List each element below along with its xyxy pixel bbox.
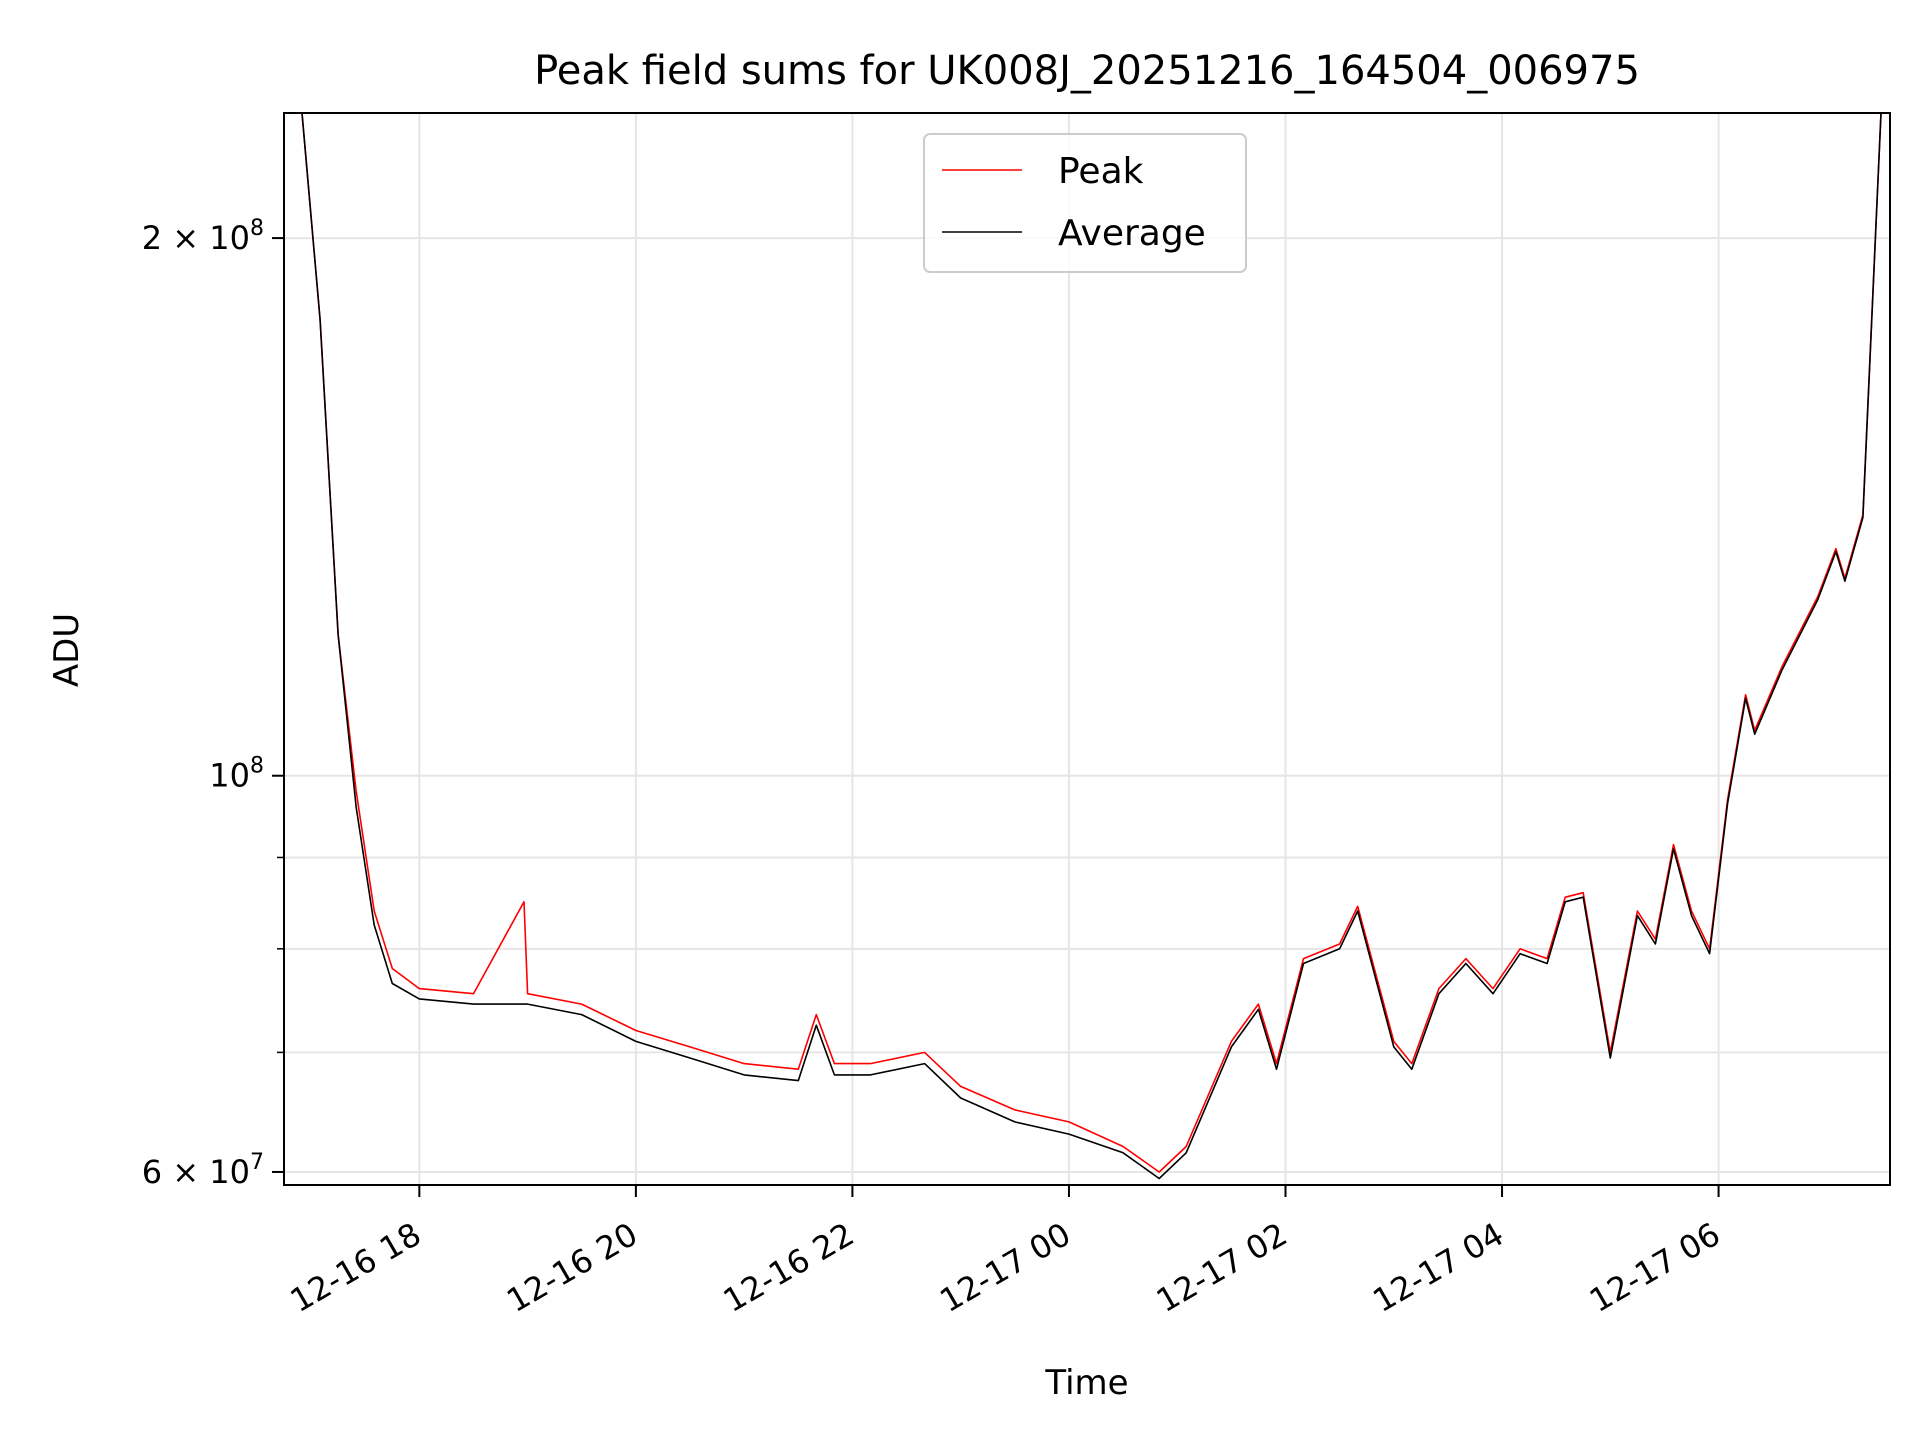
x-axis-label: Time <box>1044 1363 1128 1403</box>
axis-ticks: 12-16 18 12-16 20 12-16 22 12-17 00 12-17 02… <box>142 216 1727 1320</box>
x-tick-label: 12-16 18 <box>284 1215 428 1320</box>
legend: Peak Average <box>923 133 1247 273</box>
y-axis-label: ADU <box>47 613 87 687</box>
y-tick-label: 6 × 107 <box>142 1150 264 1191</box>
x-tick-label: 12-17 02 <box>1150 1215 1294 1320</box>
series-line-average <box>301 112 1882 1180</box>
x-tick-label: 12-17 00 <box>933 1215 1077 1320</box>
grid-lines <box>284 113 1890 1185</box>
chart-title: Peak field sums for UK008J_20251216_1645… <box>534 48 1640 94</box>
legend-label-average: Average <box>1058 213 1206 254</box>
x-tick-label: 12-16 20 <box>500 1215 644 1320</box>
plot-frame <box>283 112 1891 1186</box>
x-tick-label: 12-17 04 <box>1366 1215 1510 1320</box>
y-tick-label: 2 × 108 <box>142 216 264 257</box>
y-tick-label: 108 <box>209 754 264 795</box>
series-lines <box>301 112 1882 1180</box>
legend-label-peak: Peak <box>1058 151 1144 192</box>
x-tick-label: 12-17 06 <box>1583 1215 1727 1320</box>
x-tick-label: 12-16 22 <box>717 1215 861 1320</box>
legend-box <box>923 133 1247 273</box>
